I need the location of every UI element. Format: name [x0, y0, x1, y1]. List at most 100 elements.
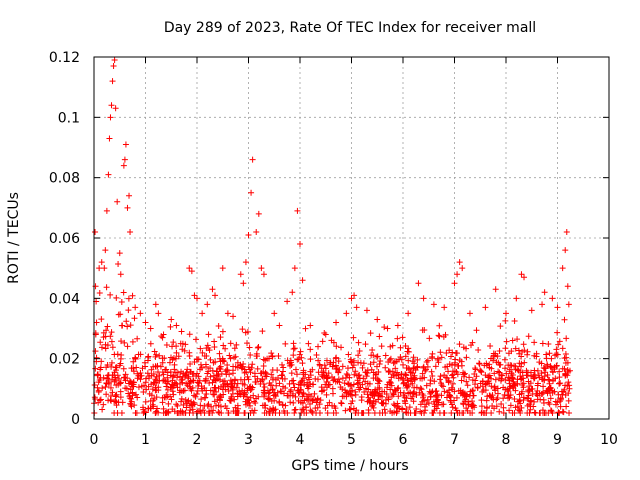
- noise-point: [94, 371, 101, 378]
- noise-point: [419, 370, 426, 377]
- noise-point: [301, 409, 308, 416]
- noise-point: [417, 375, 424, 382]
- x-tick-label: 10: [600, 432, 618, 448]
- data-point: [188, 268, 195, 275]
- noise-point: [125, 295, 132, 302]
- noise-point: [556, 380, 563, 387]
- noise-point: [552, 352, 559, 359]
- noise-point: [505, 388, 512, 395]
- noise-point: [521, 359, 528, 366]
- noise-point: [109, 372, 116, 379]
- noise-point: [100, 374, 107, 381]
- noise-point: [514, 380, 521, 387]
- noise-point: [297, 399, 304, 406]
- noise-point: [345, 381, 352, 388]
- noise-point: [419, 391, 426, 398]
- noise-point: [460, 391, 467, 398]
- noise-point: [556, 338, 563, 345]
- noise-point: [237, 376, 244, 383]
- axis-ticks: [93, 56, 610, 420]
- noise-point: [387, 386, 394, 393]
- noise-point: [317, 397, 324, 404]
- noise-point: [448, 353, 455, 360]
- noise-point: [464, 382, 471, 389]
- noise-point: [279, 361, 286, 368]
- noise-point: [239, 365, 246, 372]
- noise-point: [539, 340, 546, 347]
- noise-point: [423, 382, 430, 389]
- noise-point: [392, 365, 399, 372]
- noise-point: [319, 373, 326, 380]
- noise-point: [171, 361, 178, 368]
- noise-point: [350, 334, 357, 341]
- noise-point: [130, 368, 137, 375]
- noise-point: [461, 373, 468, 380]
- noise-point: [280, 390, 287, 397]
- noise-point: [364, 380, 371, 387]
- x-tick-labels: 0 1 2 3 4 5 6 7 8 9 10: [90, 432, 618, 448]
- noise-point: [227, 340, 234, 347]
- noise-point: [217, 334, 224, 341]
- noise-point: [127, 401, 134, 408]
- noise-point: [541, 373, 548, 380]
- noise-point: [381, 324, 388, 331]
- y-tick-label: 0.08: [49, 171, 80, 187]
- noise-point: [239, 326, 246, 333]
- x-tick-label: 4: [296, 432, 305, 448]
- noise-point: [385, 396, 392, 403]
- noise-point: [204, 342, 211, 349]
- noise-point: [383, 384, 390, 391]
- noise-point: [525, 378, 532, 385]
- noise-point: [355, 372, 362, 379]
- noise-point: [290, 390, 297, 397]
- noise-point: [447, 397, 454, 404]
- noise-point: [414, 363, 421, 370]
- data-point: [348, 295, 355, 302]
- data-point: [106, 135, 113, 142]
- noise-point: [430, 398, 437, 405]
- noise-point: [264, 395, 271, 402]
- noise-point: [503, 338, 510, 345]
- noise-point: [160, 405, 167, 412]
- noise-point: [387, 378, 394, 385]
- noise-point: [251, 407, 258, 414]
- noise-point: [237, 391, 244, 398]
- noise-point: [178, 395, 185, 402]
- noise-point: [223, 371, 230, 378]
- data-point: [454, 271, 461, 278]
- noise-point: [197, 345, 204, 352]
- noise-point: [557, 403, 564, 410]
- noise-point: [470, 392, 477, 399]
- noise-point: [437, 373, 444, 380]
- noise-point: [525, 333, 532, 340]
- noise-point: [115, 399, 122, 406]
- noise-point: [353, 407, 360, 414]
- noise-point: [215, 373, 222, 380]
- noise-point: [410, 365, 417, 372]
- noise-point: [210, 387, 217, 394]
- noise-point: [493, 396, 500, 403]
- noise-point: [307, 356, 314, 363]
- noise-point: [372, 386, 379, 393]
- noise-point: [273, 382, 280, 389]
- noise-point: [238, 364, 245, 371]
- noise-point: [507, 391, 514, 398]
- noise-point: [133, 391, 140, 398]
- noise-point: [556, 368, 563, 375]
- data-point: [142, 319, 149, 326]
- noise-point: [134, 335, 141, 342]
- noise-point: [399, 405, 406, 412]
- noise-point: [480, 387, 487, 394]
- noise-point: [295, 356, 302, 363]
- noise-point: [370, 359, 377, 366]
- noise-point: [301, 381, 308, 388]
- data-point: [541, 289, 548, 296]
- noise-point: [342, 407, 349, 414]
- noise-point: [454, 409, 461, 416]
- noise-point: [120, 289, 127, 296]
- noise-point: [177, 373, 184, 380]
- noise-point: [339, 386, 346, 393]
- data-point: [108, 102, 115, 109]
- data-point: [260, 271, 267, 278]
- noise-point: [173, 349, 180, 356]
